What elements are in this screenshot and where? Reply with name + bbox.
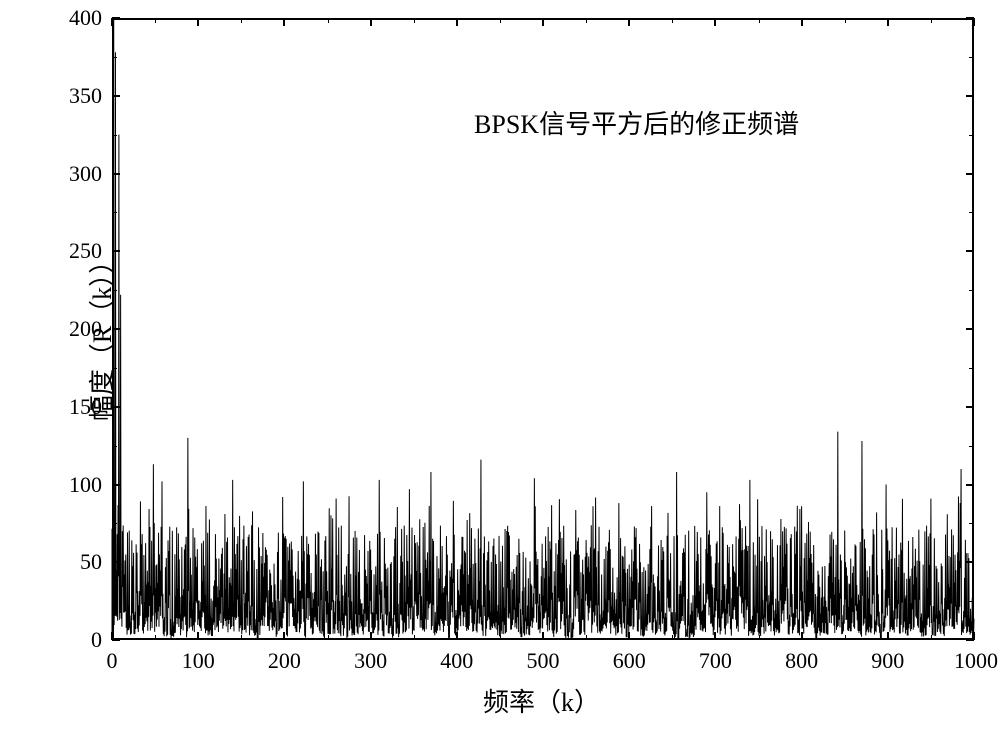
axis-tick	[112, 368, 117, 369]
tick-label: 900	[868, 648, 908, 674]
axis-tick	[500, 635, 501, 640]
axis-tick	[112, 212, 117, 213]
axis-tick	[845, 635, 846, 640]
tick-label: 600	[609, 648, 649, 674]
axis-tick	[542, 18, 544, 26]
tick-label: 100	[178, 648, 218, 674]
axis-tick	[197, 632, 199, 640]
tick-label: 300	[351, 648, 391, 674]
axis-tick	[931, 18, 932, 23]
axis-tick	[112, 561, 120, 563]
axis-tick	[586, 18, 587, 23]
tick-label: 50	[80, 549, 102, 575]
axis-tick	[887, 632, 889, 640]
x-axis-label: 频率（k）	[483, 682, 600, 719]
tick-label: 300	[69, 161, 102, 187]
axis-tick	[966, 406, 974, 408]
axis-tick	[966, 250, 974, 252]
axis-tick	[969, 290, 974, 291]
axis-tick	[283, 632, 285, 640]
axis-tick	[714, 18, 716, 26]
tick-label: 400	[69, 5, 102, 31]
axis-tick	[414, 635, 415, 640]
tick-label: 250	[69, 238, 102, 264]
axis-tick	[966, 484, 974, 486]
tick-label: 100	[69, 472, 102, 498]
axis-tick	[456, 632, 458, 640]
axis-tick	[456, 18, 458, 26]
axis-tick	[111, 18, 113, 26]
axis-tick	[112, 328, 120, 330]
axis-tick	[414, 18, 415, 23]
axis-tick	[966, 639, 974, 641]
axis-tick	[112, 601, 117, 602]
axis-tick	[328, 635, 329, 640]
axis-tick	[542, 632, 544, 640]
axis-tick	[887, 18, 889, 26]
axis-tick	[759, 635, 760, 640]
axis-tick	[241, 18, 242, 23]
axis-tick	[931, 635, 932, 640]
axis-tick	[112, 173, 120, 175]
axis-tick	[966, 17, 974, 19]
axis-tick	[973, 18, 975, 26]
axis-tick	[197, 18, 199, 26]
axis-tick	[966, 328, 974, 330]
tick-label: 0	[91, 627, 102, 653]
axis-tick	[969, 601, 974, 602]
axis-tick	[628, 18, 630, 26]
axis-tick	[672, 635, 673, 640]
axis-tick	[969, 368, 974, 369]
axis-tick	[112, 523, 117, 524]
tick-label: 800	[782, 648, 822, 674]
axis-tick	[112, 290, 117, 291]
axis-tick	[966, 173, 974, 175]
axis-tick	[370, 18, 372, 26]
axis-tick	[966, 95, 974, 97]
axis-tick	[112, 639, 120, 641]
axis-tick	[112, 57, 117, 58]
tick-label: 200	[264, 648, 304, 674]
axis-tick	[801, 632, 803, 640]
axis-tick	[112, 135, 117, 136]
axis-tick	[966, 561, 974, 563]
axis-tick	[969, 446, 974, 447]
axis-tick	[112, 250, 120, 252]
axis-tick	[969, 57, 974, 58]
tick-label: 350	[69, 83, 102, 109]
tick-label: 700	[695, 648, 735, 674]
chart-container: 幅度（R（k）） 频率（k） BPSK信号平方后的修正频谱 0100200300…	[0, 0, 1000, 736]
axis-tick	[969, 212, 974, 213]
axis-tick	[155, 635, 156, 640]
chart-annotation: BPSK信号平方后的修正频谱	[474, 104, 799, 141]
axis-tick	[283, 18, 285, 26]
axis-tick	[672, 18, 673, 23]
axis-tick	[328, 18, 329, 23]
axis-tick	[801, 18, 803, 26]
axis-tick	[759, 18, 760, 23]
tick-label: 400	[437, 648, 477, 674]
axis-tick	[370, 632, 372, 640]
axis-tick	[241, 635, 242, 640]
axis-tick	[714, 632, 716, 640]
axis-tick	[112, 406, 120, 408]
axis-tick	[155, 18, 156, 23]
axis-tick	[500, 18, 501, 23]
axis-tick	[112, 95, 120, 97]
axis-tick	[112, 446, 117, 447]
tick-label: 200	[69, 316, 102, 342]
axis-tick	[112, 484, 120, 486]
tick-label: 150	[69, 394, 102, 420]
axis-tick	[969, 523, 974, 524]
axis-tick	[628, 632, 630, 640]
axis-tick	[845, 18, 846, 23]
tick-label: 500	[523, 648, 563, 674]
axis-tick	[112, 17, 120, 19]
axis-tick	[586, 635, 587, 640]
axis-tick	[969, 135, 974, 136]
tick-label: 1000	[954, 648, 994, 674]
